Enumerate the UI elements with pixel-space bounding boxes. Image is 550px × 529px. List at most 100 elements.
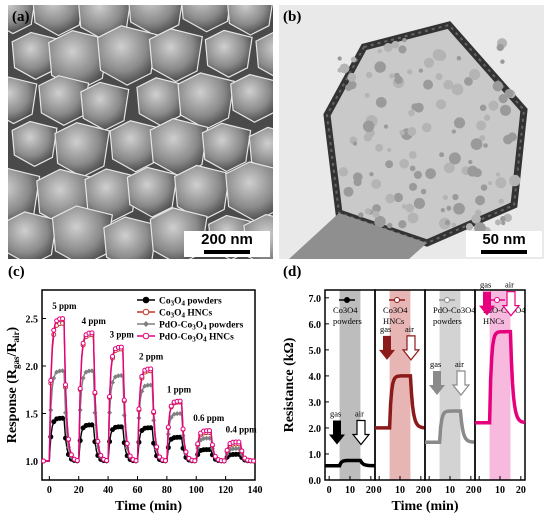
x-tick-label: 20 [466, 485, 476, 496]
series-point [60, 316, 66, 322]
air-arrow [501, 291, 521, 317]
y-tick-label: 0.0 [309, 476, 322, 487]
tem-pore [451, 83, 464, 96]
subplot-label: Co3O4 [333, 305, 358, 315]
sem-nanocube [54, 121, 110, 178]
air-label: air [405, 324, 414, 334]
sem-nanocube [177, 72, 235, 130]
tem-pore [453, 202, 465, 215]
gas-label: gas [480, 280, 491, 290]
series-point [118, 344, 124, 350]
series-point [148, 382, 154, 388]
sem-nanocube [148, 28, 203, 83]
tem-pore [406, 69, 413, 75]
sem-nanocube [149, 118, 209, 177]
x-tick-label: 20 [416, 485, 426, 496]
tem-pore [386, 222, 393, 229]
x-tick-label: 20 [74, 485, 84, 496]
subplot-label: Co3O4 [383, 305, 408, 315]
series-point [251, 458, 257, 464]
x-tick-label: 100 [189, 485, 204, 496]
tem-pore [444, 220, 450, 226]
tem-pore [479, 135, 486, 141]
sem-nanocube [96, 25, 158, 86]
series-point [89, 330, 95, 336]
x-tick-label: 120 [218, 485, 233, 496]
series-point [40, 458, 46, 464]
series-point [148, 425, 154, 431]
tem-pore [469, 68, 481, 80]
tem-pore [479, 104, 487, 112]
series-point [118, 373, 124, 379]
tem-pore [456, 55, 462, 61]
series-point [212, 453, 218, 459]
tem-pore [421, 122, 432, 133]
legend-marker [142, 308, 150, 316]
series-point [139, 373, 145, 379]
tem-pore [405, 203, 415, 213]
tem-pore [488, 100, 499, 111]
x-tick-label: 0 [377, 485, 382, 496]
series-point [151, 409, 157, 415]
series-point [136, 406, 142, 412]
series-point [209, 442, 215, 448]
y-tick-label: 7.0 [309, 294, 322, 305]
legend-label: Co3O4 powders [159, 297, 222, 308]
legend-marker [143, 321, 149, 327]
tem-pore [369, 171, 374, 177]
x-tick-label: 0 [327, 485, 332, 496]
series-point [65, 436, 71, 442]
tem-pore [499, 104, 512, 116]
sem-nanocube [103, 216, 158, 272]
resistance-chart-panel: (d) 0.0 1.0 2.0 3.0 4.0 5.0 6.0 7.0 Resistance (… [275, 262, 550, 524]
tem-pore [391, 40, 400, 49]
sem-image-panel: (a) 200 nm [0, 0, 305, 272]
tem-pore [483, 143, 488, 148]
tem-pore [393, 192, 404, 203]
tem-pore [375, 96, 387, 108]
x-tick-label: 140 [248, 485, 263, 496]
tem-pore [377, 48, 382, 54]
x-tick-label: 10 [445, 485, 455, 496]
tem-pore [338, 167, 349, 177]
tem-pore [465, 223, 474, 231]
tem-pore [432, 48, 445, 61]
series-point [201, 436, 207, 442]
series-point [60, 368, 66, 374]
legend-marker [344, 297, 350, 303]
x-tick-label: 80 [162, 485, 172, 496]
tem-pore [387, 147, 392, 153]
sem-nanocube [128, 0, 184, 37]
tem-pore [398, 45, 407, 54]
tem-pore [408, 182, 418, 191]
tem-pore [420, 188, 427, 195]
legend-marker [444, 297, 450, 303]
tem-pore [372, 210, 380, 218]
concentration-label: 2 ppm [139, 351, 164, 361]
tem-pore [408, 151, 417, 159]
sem-nanocube [204, 29, 253, 78]
series-point [239, 448, 245, 454]
series-point [107, 394, 113, 400]
series-point [118, 424, 124, 430]
tem-pore [399, 129, 405, 136]
series-point [221, 458, 227, 464]
series-point [165, 424, 171, 430]
tem-pore [337, 67, 343, 73]
series-point [148, 366, 154, 372]
scale-bar-b-line [481, 250, 527, 254]
series-point [174, 411, 180, 417]
air-arrow [401, 335, 421, 361]
sem-nanocube [0, 76, 38, 125]
sem-nanocube [201, 122, 252, 173]
sem-nanocube [2, 211, 58, 266]
tem-pore [452, 193, 459, 201]
gas-exposure-shade [389, 290, 411, 480]
tem-pore [435, 99, 447, 110]
tem-pore [498, 198, 504, 204]
sem-nanocube [0, 0, 36, 35]
series-point [92, 389, 98, 395]
tem-pore [504, 88, 514, 98]
concentration-label: 4 ppm [82, 316, 107, 326]
response-chart-panel: (c) 0 20 40 60 80 100 120 140 1.0 1.5 2.0 2.5 Time (… [0, 262, 275, 524]
